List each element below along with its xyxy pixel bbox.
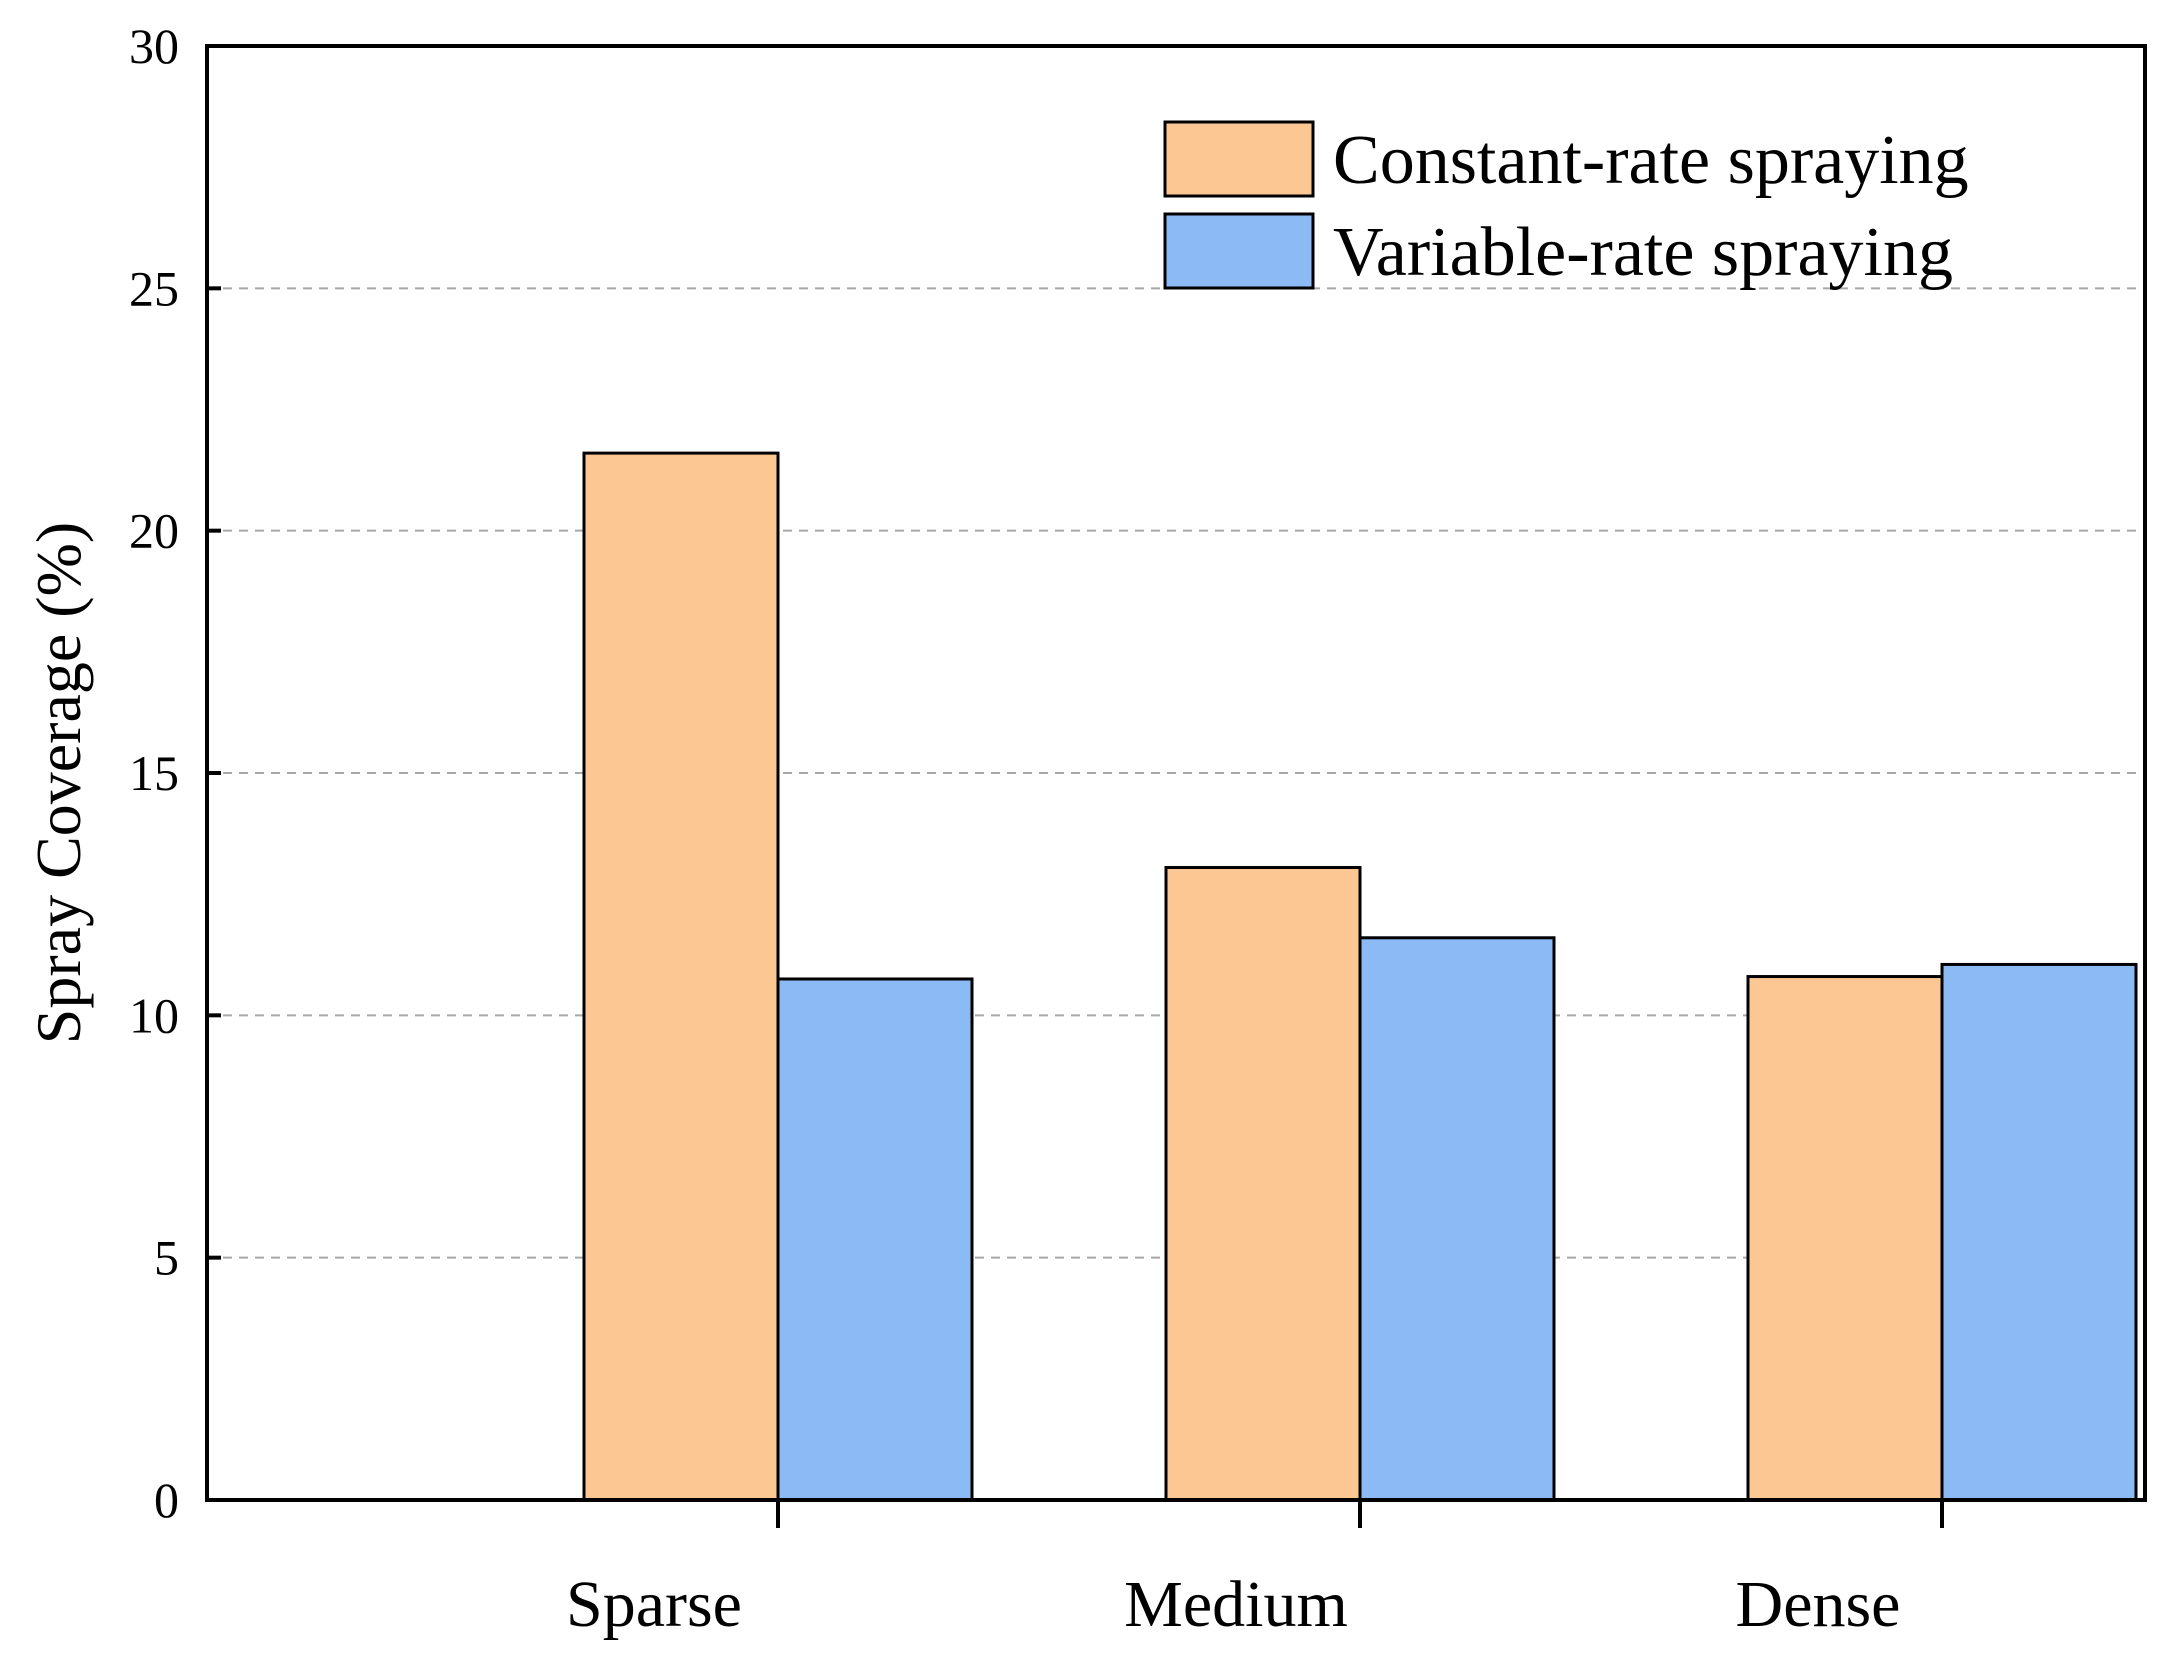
legend-label-variable: Variable-rate spraying — [1333, 214, 1953, 291]
y-tick-label-5: 5 — [154, 1230, 179, 1286]
x-category-label-sparse: Sparse — [566, 1568, 742, 1641]
x-category-label-medium: Medium — [1124, 1568, 1348, 1641]
y-tick-label-0: 0 — [154, 1472, 179, 1528]
x-category-label-dense: Dense — [1736, 1568, 1901, 1641]
axis-ticks: 0 5 10 15 20 25 30 Sparse Medium Dense — [129, 18, 1944, 1641]
y-tick-label-25: 25 — [129, 260, 179, 316]
bar-medium-variable — [1358, 936, 1556, 1502]
bar-sparse-variable — [776, 977, 974, 1502]
bar-dense-variable — [1940, 962, 2138, 1502]
y-tick-label-10: 10 — [129, 987, 179, 1043]
y-tick-label-15: 15 — [129, 745, 179, 801]
y-tick-label-20: 20 — [129, 503, 179, 559]
bar-medium-constant — [1164, 866, 1362, 1502]
y-tick-label-30: 30 — [129, 18, 179, 74]
bar-sparse-constant — [582, 451, 780, 1502]
y-axis-title: Spray Coverage (%) — [23, 522, 94, 1044]
legend: Constant-rate spraying Variable-rate spra… — [1163, 120, 1969, 291]
bars — [582, 451, 2138, 1502]
legend-swatch-constant — [1163, 120, 1315, 198]
legend-label-constant: Constant-rate spraying — [1333, 122, 1969, 199]
legend-swatch-variable — [1163, 212, 1315, 290]
bar-dense-constant — [1746, 975, 1944, 1502]
